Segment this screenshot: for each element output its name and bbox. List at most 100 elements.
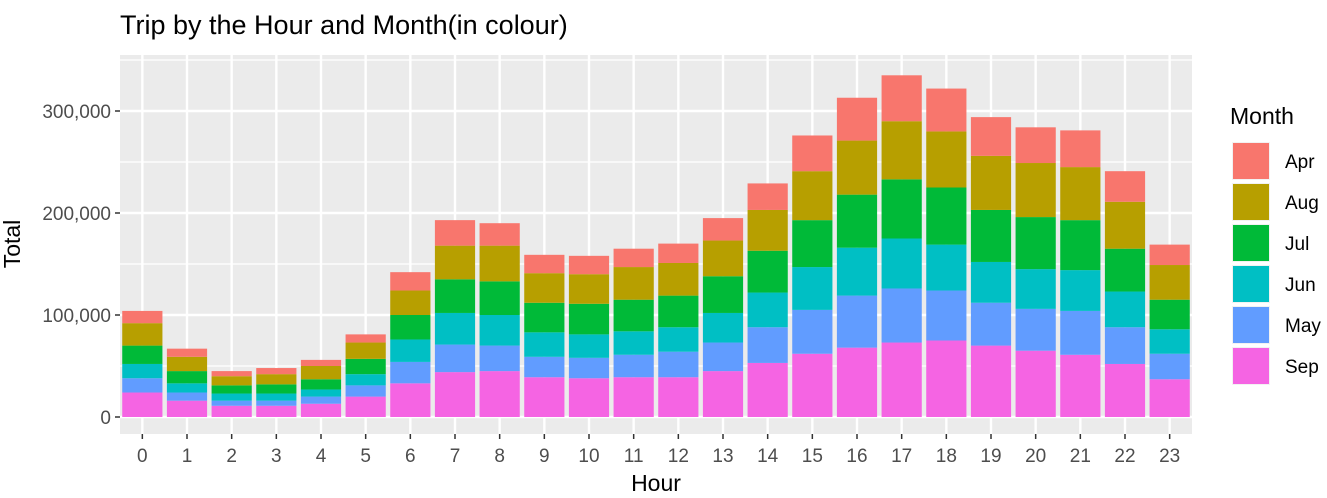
bar-segment-jul-10 (568, 303, 610, 335)
y-tick-label: 0 (100, 408, 111, 429)
bar-segment-sep-14 (747, 362, 788, 417)
legend-swatch-sep (1233, 348, 1269, 384)
bar-segment-aug-22 (1104, 201, 1146, 249)
bar-segment-jun-19 (970, 261, 1012, 303)
bar-segment-jun-5 (345, 374, 386, 386)
x-tick-label: 22 (1114, 446, 1135, 467)
bar-segment-sep-23 (1149, 379, 1190, 417)
bar-segment-may-23 (1149, 353, 1190, 380)
x-tick-label: 17 (891, 446, 912, 467)
bar-segment-apr-11 (613, 248, 654, 268)
bar-segment-jun-16 (836, 247, 878, 296)
bar-segment-jun-2 (211, 393, 252, 401)
bar-segment-jul-13 (702, 276, 744, 313)
bar-segment-jul-11 (613, 299, 654, 332)
bar-segment-jul-22 (1104, 248, 1146, 292)
bar-segment-jul-21 (1060, 220, 1101, 271)
bar-segment-may-15 (792, 309, 833, 354)
x-axis-label: Hour (631, 470, 681, 493)
bar-segment-jul-20 (1015, 217, 1056, 270)
x-tick-label: 5 (360, 446, 371, 467)
bar-segment-aug-19 (970, 155, 1012, 210)
bar-segment-jun-20 (1015, 269, 1056, 309)
bar-segment-sep-0 (122, 392, 163, 417)
bar-segment-apr-17 (881, 75, 922, 122)
bar-segment-may-6 (390, 361, 431, 384)
x-tick-label: 8 (494, 446, 505, 467)
bar-segment-sep-17 (881, 342, 922, 417)
bar-segment-apr-9 (524, 254, 565, 274)
bar-segment-apr-3 (256, 368, 297, 375)
bar-segment-may-2 (211, 400, 252, 406)
legend: Month Apr Aug Jul Jun May Sep (1230, 103, 1321, 385)
bar-segment-jul-18 (926, 187, 967, 245)
bar-segment-aug-5 (345, 342, 386, 359)
legend-title: Month (1230, 103, 1294, 129)
bar-segment-may-20 (1015, 308, 1056, 351)
x-tick-label: 18 (936, 446, 957, 467)
bar-segment-apr-19 (970, 117, 1012, 156)
bar-segment-may-3 (256, 400, 297, 406)
bar-segment-aug-6 (390, 290, 431, 315)
legend-label-apr: Apr (1285, 152, 1315, 173)
bars (122, 75, 1190, 417)
bar-segment-apr-13 (702, 218, 744, 241)
bar-segment-aug-3 (256, 374, 297, 385)
bar-segment-may-9 (524, 356, 565, 378)
bar-segment-aug-23 (1149, 265, 1190, 300)
bar-segment-may-10 (568, 357, 610, 379)
bar-segment-sep-5 (345, 396, 386, 417)
bar-segment-sep-21 (1060, 354, 1101, 417)
bar-segment-jul-16 (836, 194, 878, 248)
bar-segment-sep-2 (211, 405, 252, 417)
bar-segment-jul-8 (479, 281, 520, 315)
y-tick-label: 200,000 (42, 204, 111, 225)
x-tick-label: 23 (1159, 446, 1180, 467)
y-axis-label: Total (0, 220, 25, 269)
x-tick-label: 4 (316, 446, 327, 467)
bar-segment-aug-14 (747, 209, 788, 251)
bar-segment-sep-3 (256, 405, 297, 417)
bar-segment-jun-18 (926, 244, 967, 291)
chart-title: Trip by the Hour and Month(in colour) (120, 10, 568, 40)
bar-segment-aug-7 (434, 245, 476, 280)
bar-segment-sep-15 (792, 353, 833, 417)
bar-segment-jun-6 (390, 339, 431, 362)
bar-segment-may-17 (881, 288, 922, 343)
legend-swatch-jul (1233, 225, 1269, 261)
x-tick-label: 2 (226, 446, 237, 467)
bar-segment-apr-12 (658, 243, 699, 263)
bar-segment-jun-1 (166, 383, 208, 393)
bar-segment-aug-15 (792, 171, 833, 221)
legend-label-jul: Jul (1285, 234, 1309, 255)
bar-segment-sep-18 (926, 340, 967, 417)
bar-segment-jun-22 (1104, 291, 1146, 328)
bar-segment-jun-12 (658, 327, 699, 352)
bar-segment-jul-19 (970, 209, 1012, 262)
bar-segment-sep-20 (1015, 350, 1056, 417)
plot-panel (120, 55, 1192, 434)
bar-segment-may-13 (702, 342, 744, 372)
bar-segment-jun-21 (1060, 270, 1101, 311)
bar-segment-apr-20 (1015, 127, 1056, 164)
legend-swatch-aug (1233, 184, 1269, 220)
bar-segment-sep-10 (568, 378, 610, 417)
bar-segment-jul-0 (122, 345, 163, 364)
legend-label-sep: Sep (1285, 357, 1319, 378)
x-tick-label: 6 (405, 446, 416, 467)
bar-segment-may-16 (836, 295, 878, 348)
bar-segment-sep-19 (970, 345, 1012, 417)
bar-segment-sep-12 (658, 377, 699, 417)
y-tick-label: 300,000 (42, 102, 111, 123)
bar-segment-jun-7 (434, 312, 476, 345)
legend-swatch-apr (1233, 143, 1269, 179)
bar-segment-apr-10 (568, 255, 610, 275)
bar-segment-may-22 (1104, 327, 1146, 364)
y-tick-label: 100,000 (42, 306, 111, 327)
x-tick-label: 12 (668, 446, 689, 467)
bar-segment-may-0 (122, 378, 163, 393)
bar-segment-jun-0 (122, 363, 163, 379)
x-tick-label: 20 (1025, 446, 1046, 467)
bar-segment-aug-18 (926, 131, 967, 188)
